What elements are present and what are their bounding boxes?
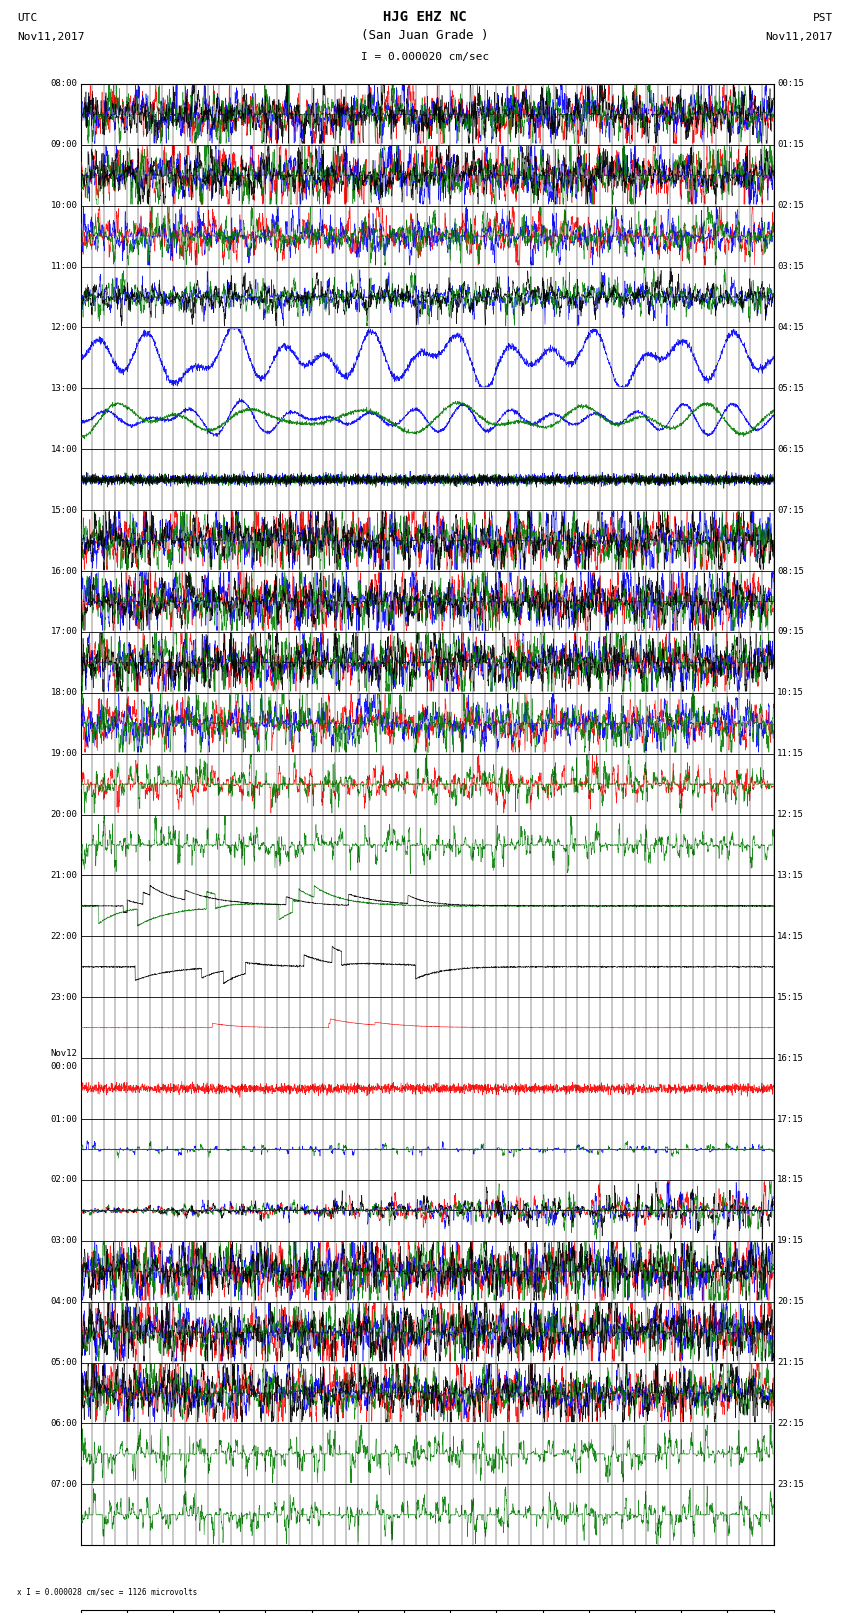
Text: 00:15: 00:15 xyxy=(777,79,804,89)
Text: 18:00: 18:00 xyxy=(50,689,77,697)
Text: 11:00: 11:00 xyxy=(50,261,77,271)
Text: 17:00: 17:00 xyxy=(50,627,77,637)
Text: 04:00: 04:00 xyxy=(50,1297,77,1307)
Text: Nov12: Nov12 xyxy=(50,1048,77,1058)
Text: 21:00: 21:00 xyxy=(50,871,77,881)
Text: (San Juan Grade ): (San Juan Grade ) xyxy=(361,29,489,42)
Text: 09:15: 09:15 xyxy=(777,627,804,637)
Text: 00:00: 00:00 xyxy=(50,1061,77,1071)
Text: 16:00: 16:00 xyxy=(50,566,77,576)
Text: 18:15: 18:15 xyxy=(777,1176,804,1184)
Text: 02:00: 02:00 xyxy=(50,1176,77,1184)
Text: 02:15: 02:15 xyxy=(777,202,804,210)
Text: 04:15: 04:15 xyxy=(777,323,804,332)
Text: 20:15: 20:15 xyxy=(777,1297,804,1307)
Text: Nov11,2017: Nov11,2017 xyxy=(17,32,84,42)
Text: 12:00: 12:00 xyxy=(50,323,77,332)
Text: Nov11,2017: Nov11,2017 xyxy=(766,32,833,42)
Text: 05:15: 05:15 xyxy=(777,384,804,394)
Text: 23:15: 23:15 xyxy=(777,1479,804,1489)
Text: 10:15: 10:15 xyxy=(777,689,804,697)
Text: 07:00: 07:00 xyxy=(50,1479,77,1489)
Text: 17:15: 17:15 xyxy=(777,1115,804,1124)
Text: x I = 0.000028 cm/sec = 1126 microvolts: x I = 0.000028 cm/sec = 1126 microvolts xyxy=(17,1587,197,1597)
Text: I = 0.000020 cm/sec: I = 0.000020 cm/sec xyxy=(361,52,489,61)
Text: 12:15: 12:15 xyxy=(777,810,804,819)
Text: 06:00: 06:00 xyxy=(50,1419,77,1428)
Text: 08:00: 08:00 xyxy=(50,79,77,89)
Text: HJG EHZ NC: HJG EHZ NC xyxy=(383,10,467,24)
Text: 08:15: 08:15 xyxy=(777,566,804,576)
Text: 14:15: 14:15 xyxy=(777,932,804,940)
Text: 03:15: 03:15 xyxy=(777,261,804,271)
Text: 22:15: 22:15 xyxy=(777,1419,804,1428)
Text: 13:15: 13:15 xyxy=(777,871,804,881)
Text: 03:00: 03:00 xyxy=(50,1236,77,1245)
Text: 22:00: 22:00 xyxy=(50,932,77,940)
Text: 09:00: 09:00 xyxy=(50,140,77,150)
Text: 19:15: 19:15 xyxy=(777,1236,804,1245)
Text: 10:00: 10:00 xyxy=(50,202,77,210)
Text: 19:00: 19:00 xyxy=(50,748,77,758)
Text: 15:00: 15:00 xyxy=(50,505,77,515)
Text: UTC: UTC xyxy=(17,13,37,23)
Text: 23:00: 23:00 xyxy=(50,992,77,1002)
Text: 20:00: 20:00 xyxy=(50,810,77,819)
Text: 16:15: 16:15 xyxy=(777,1053,804,1063)
Text: 01:00: 01:00 xyxy=(50,1115,77,1124)
Text: 21:15: 21:15 xyxy=(777,1358,804,1368)
Text: 06:15: 06:15 xyxy=(777,445,804,453)
Text: 11:15: 11:15 xyxy=(777,748,804,758)
Text: 05:00: 05:00 xyxy=(50,1358,77,1368)
Text: 07:15: 07:15 xyxy=(777,505,804,515)
Text: 15:15: 15:15 xyxy=(777,992,804,1002)
Text: 01:15: 01:15 xyxy=(777,140,804,150)
Text: 14:00: 14:00 xyxy=(50,445,77,453)
Text: 13:00: 13:00 xyxy=(50,384,77,394)
Text: PST: PST xyxy=(813,13,833,23)
